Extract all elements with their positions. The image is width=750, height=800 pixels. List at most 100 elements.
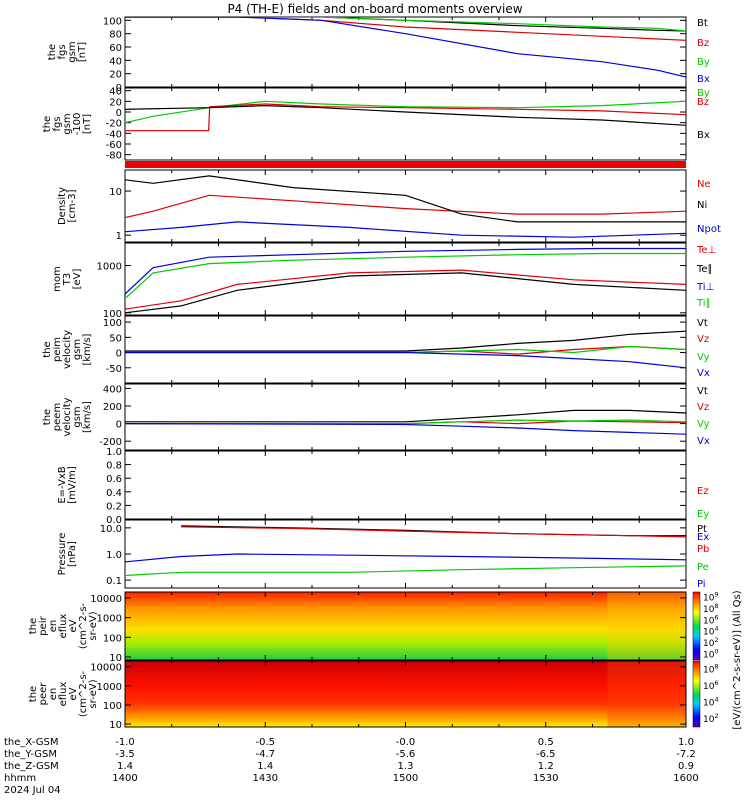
legend-entry: Pe (697, 562, 709, 573)
y-axis-label: -100 (72, 113, 83, 136)
legend-entry: Bt (697, 18, 708, 29)
y-axis-label: peim (52, 337, 63, 362)
series-line-density-0 (125, 194, 686, 219)
y-tick-label: 60 (109, 43, 122, 54)
time-axis-value: -7.2 (676, 749, 696, 760)
y-axis-label: en (48, 620, 59, 633)
spectrogram-overlay (607, 592, 686, 660)
series-line-mom-temp-0 (125, 269, 686, 310)
time-axis-value: -3.5 (115, 749, 135, 760)
y-tick-label: 100 (103, 633, 122, 644)
y-axis-label: peir (38, 615, 49, 635)
colorbar-tick-label: 106 (703, 614, 718, 626)
y-axis-label: (cm^2-s- (78, 602, 89, 649)
legend-entry: Vx (697, 436, 710, 447)
y-tick-label: -50 (106, 364, 122, 375)
y-axis-label: gsm (72, 406, 83, 427)
y-axis-label: velocity (62, 397, 73, 436)
y-axis-label: eflux (58, 614, 69, 639)
series-line-mom-temp-3 (125, 252, 686, 300)
y-tick-label: 1 (116, 231, 122, 242)
y-axis-label: gsm (72, 339, 83, 360)
legend-entry: Vt (697, 318, 708, 329)
y-axis-label: the (28, 618, 39, 634)
y-axis-label: gsm (62, 113, 73, 134)
time-axis-value: 1400 (112, 773, 137, 784)
time-axis-value: 1500 (393, 773, 418, 784)
y-tick-label: 100 (103, 16, 122, 27)
y-tick-label: 0.1 (106, 576, 122, 587)
series-line-density-1 (125, 175, 686, 223)
legend-entry: Vy (697, 352, 710, 363)
y-tick-label: 10 (109, 187, 122, 198)
panel-peir-eflux (124, 591, 687, 661)
y-axis-label: [nT] (82, 114, 93, 134)
legend-entry: By (697, 88, 710, 99)
legend-entry: Te⊥ (696, 245, 716, 256)
colorbar-tick-label: 108 (703, 663, 718, 675)
series-line-density-2 (125, 221, 686, 238)
colorbar-tick-label: 108 (703, 603, 718, 615)
legend-entry: Bz (697, 38, 709, 49)
y-tick-label: 10000 (90, 594, 122, 605)
y-tick-label: 0 (116, 349, 122, 360)
legend-entry: Vx (697, 368, 710, 379)
y-tick-label: 0.6 (106, 474, 122, 485)
legend-entry: Ni (697, 200, 707, 211)
y-axis-label: [km/s] (82, 401, 93, 433)
legend-entry: Te∥ (696, 264, 713, 275)
y-axis-label: [km/s] (82, 333, 93, 365)
y-axis-label: sr-eV) (88, 679, 99, 708)
spectrogram-peer-eflux (125, 661, 686, 727)
panel-efield (124, 450, 687, 520)
y-axis-label: fgs (57, 44, 68, 59)
time-axis-value: 1.0 (678, 737, 694, 748)
time-axis-value: -6.5 (536, 749, 556, 760)
time-axis-row-label: the_X-GSM (4, 737, 58, 748)
y-axis-label: the (28, 686, 39, 702)
y-tick-label: 100 (103, 701, 122, 712)
y-tick-label: -60 (106, 140, 122, 151)
y-tick-label: 0 (116, 420, 122, 431)
y-axis-label: en (48, 688, 59, 701)
y-tick-label: 200 (103, 402, 122, 413)
y-tick-label: 0.0 (106, 515, 122, 526)
y-axis-label: E=-VxB (57, 466, 68, 503)
spectrogram-peir-eflux (125, 592, 686, 660)
time-axis-row-label: the_Y-GSM (4, 749, 57, 760)
legend-entry: Pb (697, 544, 709, 555)
y-tick-label: 40 (109, 56, 122, 67)
series-line-fgs-gsm-zoom-1 (125, 103, 686, 132)
panel-peem-velocity (124, 383, 687, 451)
y-tick-label: 400 (103, 384, 122, 395)
panel-fgs-gsm-zoom (124, 87, 687, 161)
plot-title: P4 (TH-E) fields and on-board moments ov… (227, 2, 523, 16)
series-line-peem-velocity-0 (125, 409, 686, 423)
series-line-fgs-gsm-zoom-0 (125, 100, 686, 124)
y-tick-label: 20 (109, 70, 122, 81)
y-axis-label: (cm^2-s- (78, 670, 89, 717)
y-tick-label: 1.0 (106, 550, 122, 561)
y-tick-label: 10 (109, 653, 122, 664)
y-tick-label: 10.0 (100, 524, 122, 535)
series-line-fgs-gsm-3 (125, 17, 686, 78)
time-axis-value: -0.0 (396, 737, 416, 748)
panel-fgs-gsm (124, 16, 687, 88)
series-line-mom-temp-2 (125, 247, 686, 295)
y-tick-label: -40 (106, 129, 122, 140)
colorbar-tick-label: 102 (703, 713, 718, 725)
y-axis-label: eflux (58, 682, 69, 707)
legend-entry: Ti⊥ (696, 282, 714, 293)
legend-entry: By (697, 57, 710, 68)
time-axis-value: -5.6 (396, 749, 416, 760)
time-axis-value: 1.4 (257, 761, 273, 772)
panel-pressure (124, 519, 687, 589)
y-tick-label: 80 (109, 30, 122, 41)
panel-frame (124, 450, 687, 520)
colorbar-tick-label: 104 (703, 626, 718, 638)
y-axis-label: peer (38, 682, 49, 706)
panel-density (124, 169, 687, 243)
colorbar-tick-label: 102 (703, 637, 718, 649)
series-line-peim-velocity-3 (125, 351, 686, 369)
